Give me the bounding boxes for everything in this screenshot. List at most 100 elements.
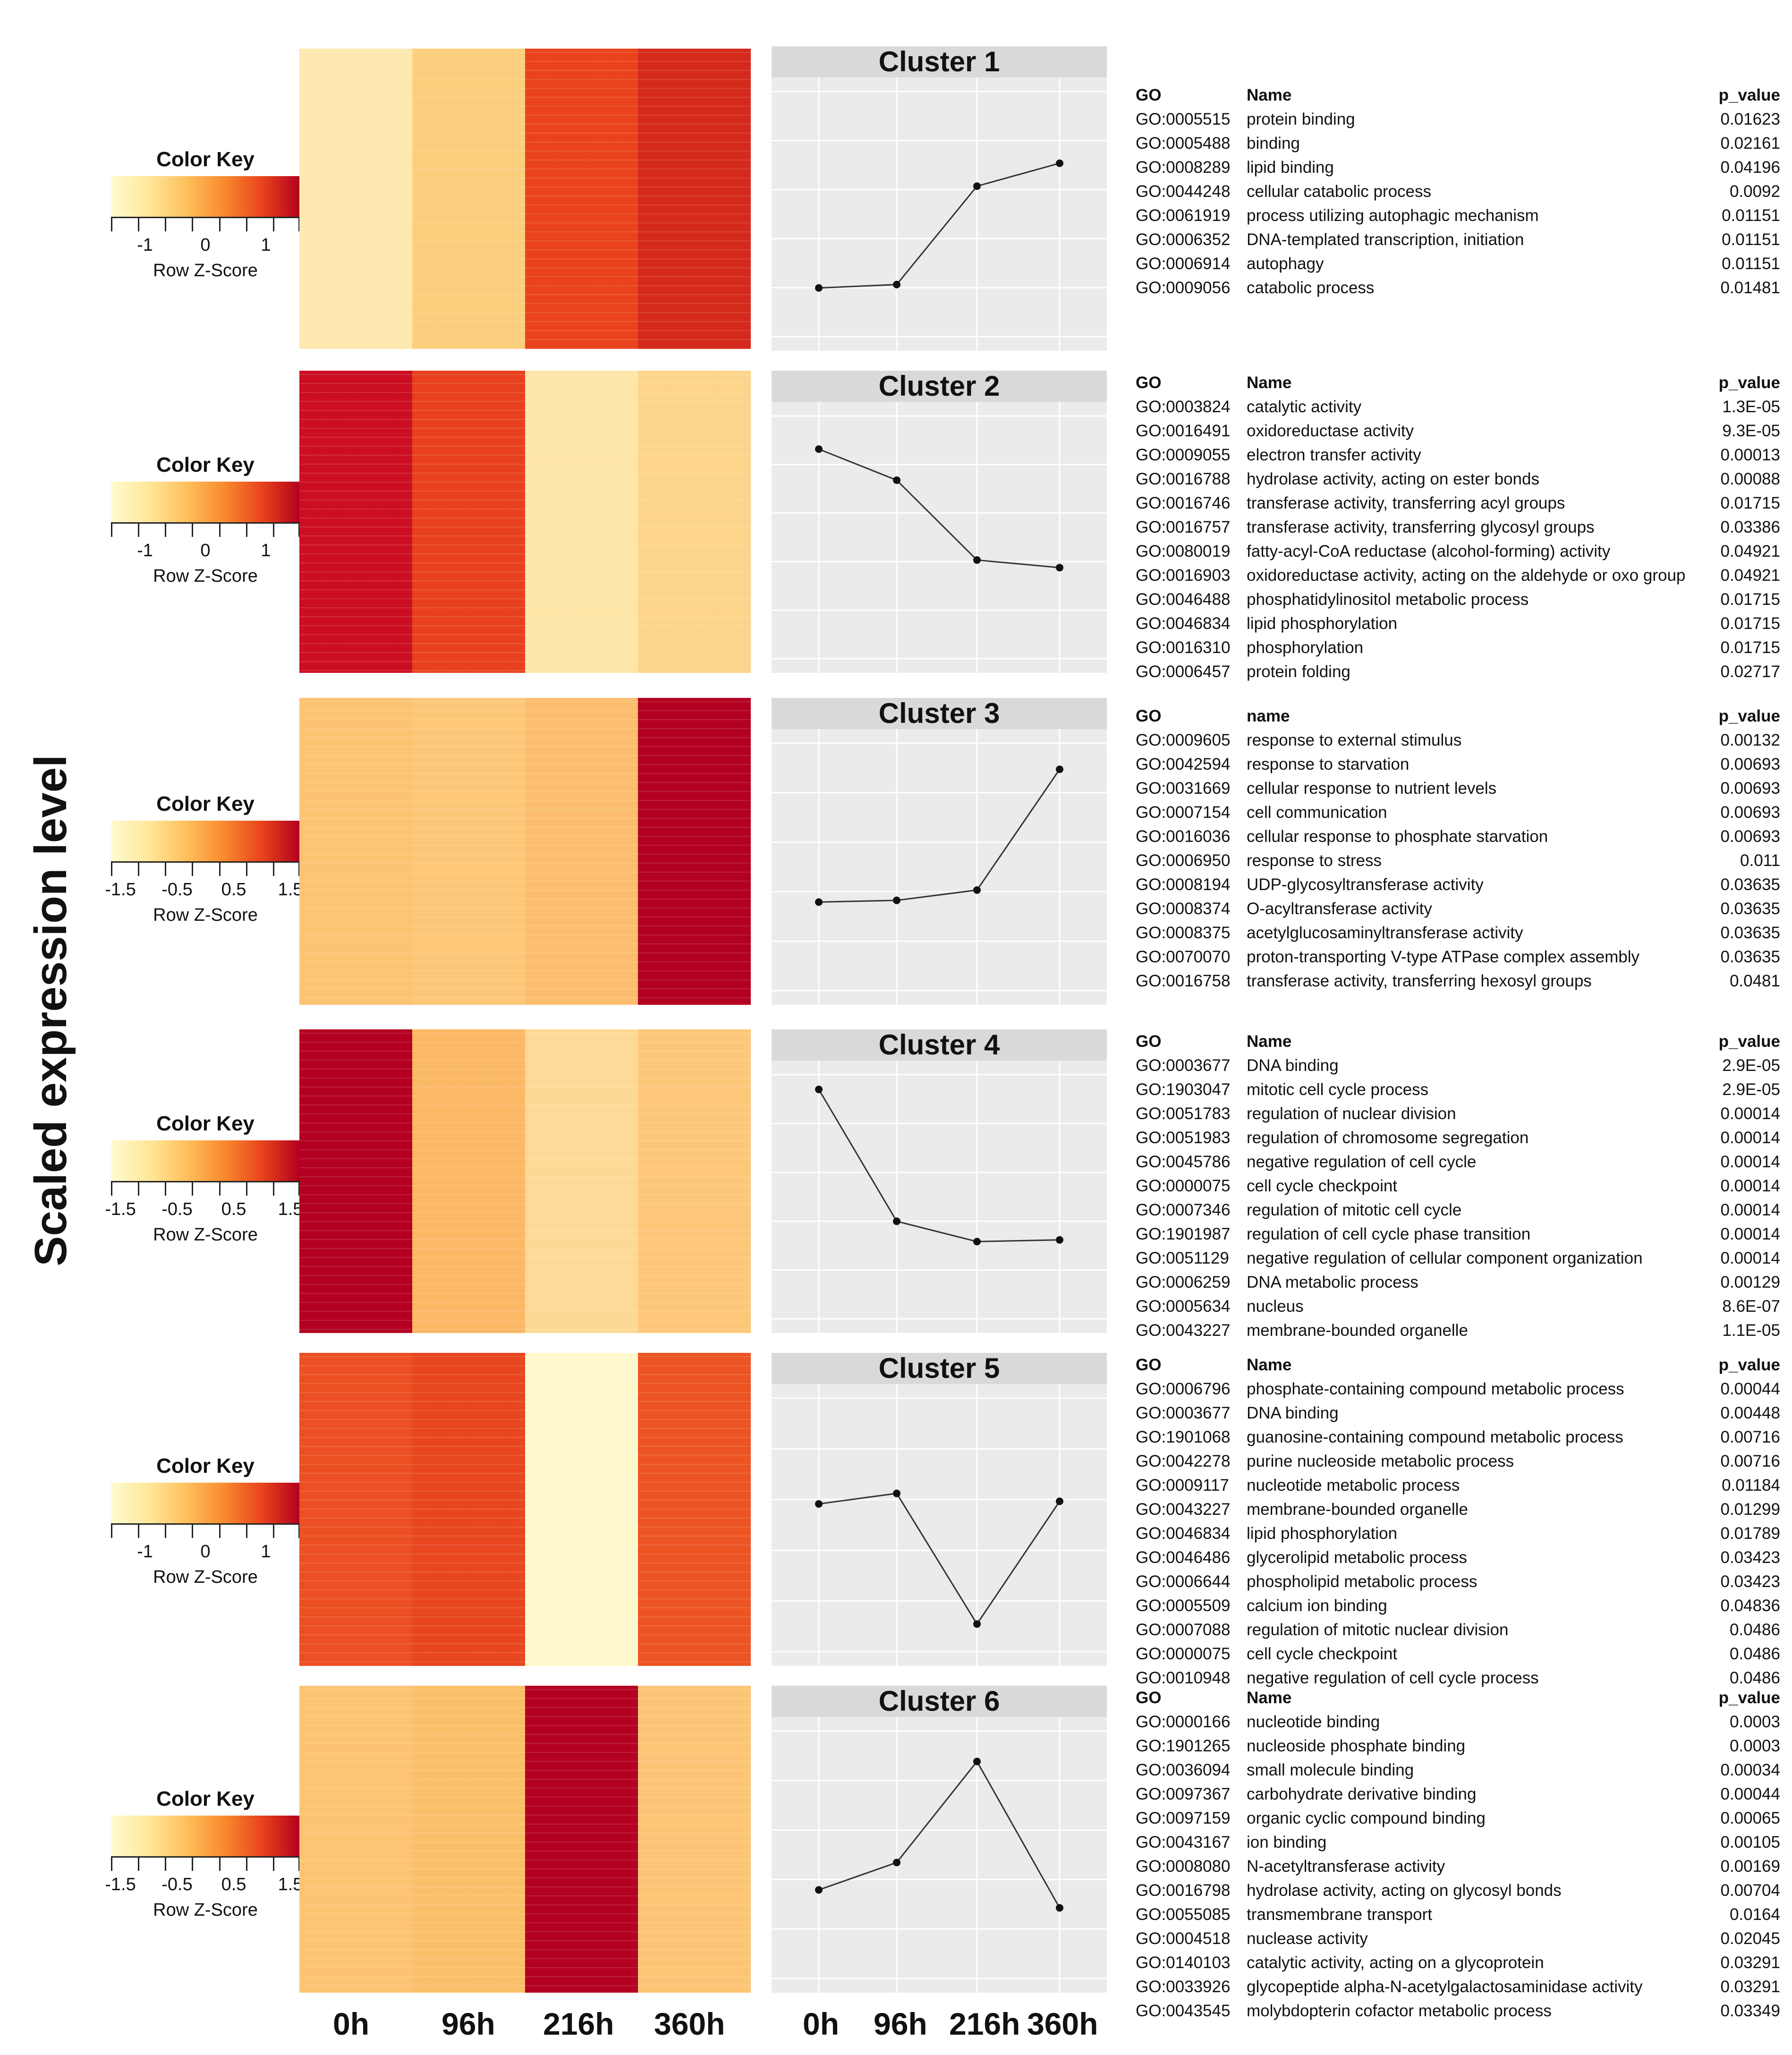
go-header-id: GO xyxy=(1136,1689,1162,1707)
go-table-row: GO:0016903 oxidoreductase activity, actin… xyxy=(1136,563,1780,587)
go-id: GO:0000166 xyxy=(1136,1713,1231,1731)
go-name: protein binding xyxy=(1247,110,1355,128)
go-name: glycerolipid metabolic process xyxy=(1247,1548,1467,1567)
go-pvalue: 0.03635 xyxy=(1720,875,1780,894)
color-key-subtitle: Row Z-Score xyxy=(153,1225,258,1245)
go-id: GO:0006457 xyxy=(1136,662,1231,681)
data-point-96h xyxy=(893,280,900,289)
go-pvalue: 0.00693 xyxy=(1720,803,1780,822)
go-pvalue: 0.01184 xyxy=(1722,1476,1780,1495)
go-name: organic cyclic compound binding xyxy=(1247,1809,1486,1827)
heatmap xyxy=(299,1029,751,1333)
color-key: Color Key -1 0 1 Row Z-Score xyxy=(111,453,300,586)
go-table: GO Name p_value GO:0000166 nucleotide bindin… xyxy=(1136,1686,1780,2023)
go-name: regulation of chromosome segregation xyxy=(1247,1129,1529,1147)
color-key-tick xyxy=(111,218,112,231)
cluster-line-panel: Cluster 6 xyxy=(772,1686,1107,1993)
color-key-tick xyxy=(219,863,221,876)
go-header-pvalue: p_value xyxy=(1718,374,1780,392)
go-name: ion binding xyxy=(1247,1833,1327,1851)
cluster-line-panel: Cluster 1 xyxy=(772,46,1107,351)
go-id: GO:1901987 xyxy=(1136,1225,1231,1243)
go-table-row: GO:0007154 cell communication 0.00693 xyxy=(1136,800,1780,824)
go-header-pvalue: p_value xyxy=(1718,1689,1780,1707)
heatmap-column-0h xyxy=(299,1353,412,1666)
go-name: negative regulation of cell cycle xyxy=(1247,1153,1477,1171)
go-id: GO:0016788 xyxy=(1136,470,1231,488)
go-id: GO:0051783 xyxy=(1136,1104,1231,1123)
go-id: GO:0016746 xyxy=(1136,494,1231,512)
go-pvalue: 0.00693 xyxy=(1720,827,1780,846)
color-key-tick xyxy=(192,863,194,876)
color-key-tick-labels: -1 0 1 xyxy=(111,231,300,255)
heatmap-column-216h xyxy=(525,1029,638,1333)
go-pvalue: 0.00448 xyxy=(1720,1404,1780,1422)
go-table-row: GO:0009605 response to external stimulus 0… xyxy=(1136,728,1780,752)
go-table-row: GO:0031669 cellular response to nutrient … xyxy=(1136,776,1780,800)
heatmap-column-216h xyxy=(525,698,638,1005)
go-name: cellular response to nutrient levels xyxy=(1247,779,1497,798)
color-key-subtitle: Row Z-Score xyxy=(153,566,258,586)
data-point-0h xyxy=(815,1500,823,1508)
go-id: GO:0005515 xyxy=(1136,110,1231,128)
color-key: Color Key -1.5 -0.5 0.5 1.5 Row Z-Score xyxy=(105,1112,303,1245)
color-key-tick xyxy=(219,1182,221,1196)
go-name: mitotic cell cycle process xyxy=(1247,1080,1429,1099)
color-key-tick xyxy=(298,863,300,876)
heatmap-column-360h xyxy=(638,371,751,673)
go-table-row: GO:0046834 lipid phosphorylation 0.01715 xyxy=(1136,611,1780,636)
data-point-216h xyxy=(973,182,981,190)
heatmap-column-216h xyxy=(525,1686,638,1993)
go-id: GO:0006352 xyxy=(1136,230,1231,249)
go-name: nucleus xyxy=(1247,1297,1304,1316)
color-key-tick xyxy=(138,1525,140,1538)
color-key-tick xyxy=(138,218,140,231)
color-key-tick xyxy=(192,1182,194,1196)
go-name: proton-transporting V-type ATPase comple… xyxy=(1247,948,1639,966)
go-name: O-acyltransferase activity xyxy=(1247,900,1432,918)
line-chart xyxy=(772,1717,1107,1993)
color-key-title: Color Key xyxy=(156,792,255,815)
heatmap xyxy=(299,698,751,1005)
color-key-tick-label: 0.5 xyxy=(221,1875,246,1894)
go-table-row: GO:0000166 nucleotide binding 0.0003 xyxy=(1136,1710,1780,1734)
go-table-row: GO:0036094 small molecule binding 0.00034 xyxy=(1136,1758,1780,1782)
go-table-row: GO:0000075 cell cycle checkpoint 0.0486 xyxy=(1136,1642,1780,1666)
go-pvalue: 0.02045 xyxy=(1720,1929,1780,1948)
data-point-216h xyxy=(973,556,981,564)
go-pvalue: 0.00704 xyxy=(1720,1881,1780,1900)
go-table-row: GO:0043227 membrane-bounded organelle 0.01… xyxy=(1136,1497,1780,1521)
color-key-axis xyxy=(111,1856,300,1871)
heatmap-column-0h xyxy=(299,371,412,673)
heatmap-column-0h xyxy=(299,1029,412,1333)
go-id: GO:0006950 xyxy=(1136,851,1231,870)
go-id: GO:0043227 xyxy=(1136,1500,1231,1519)
line-chart xyxy=(772,77,1107,351)
go-id: GO:0042278 xyxy=(1136,1452,1231,1470)
go-header-pvalue: p_value xyxy=(1718,86,1780,104)
color-key-tick xyxy=(165,1182,167,1196)
color-key-tick-label: -1.5 xyxy=(105,1199,136,1219)
go-name: response to starvation xyxy=(1247,755,1410,773)
go-table-header: GO Name p_value xyxy=(1136,1686,1780,1710)
line-chart xyxy=(772,1061,1107,1333)
color-key-title: Color Key xyxy=(156,1454,255,1478)
go-table-row: GO:0006644 phospholipid metabolic process… xyxy=(1136,1570,1780,1594)
color-key-tick-label: 1.5 xyxy=(278,1199,303,1219)
heatmap-column-360h xyxy=(638,49,751,349)
cluster-4: Color Key -1.5 -0.5 0.5 1.5 Row Z-Score Cluste… xyxy=(0,1029,1792,1340)
go-id: GO:0097367 xyxy=(1136,1785,1231,1803)
go-name: transmembrane transport xyxy=(1247,1905,1432,1924)
heatmap xyxy=(299,1686,751,1993)
go-pvalue: 0.00716 xyxy=(1720,1452,1780,1470)
data-point-0h xyxy=(815,898,823,906)
go-table-row: GO:0006796 phosphate-containing compound … xyxy=(1136,1377,1780,1401)
color-key-tick xyxy=(219,1858,221,1871)
data-point-96h xyxy=(893,896,900,904)
line-chart xyxy=(772,1384,1107,1666)
go-header-id: GO xyxy=(1136,1032,1162,1051)
color-key-tick xyxy=(165,1525,167,1538)
go-pvalue: 0.01151 xyxy=(1722,206,1780,225)
go-pvalue: 0.00132 xyxy=(1720,731,1780,749)
go-id: GO:0008080 xyxy=(1136,1857,1231,1876)
